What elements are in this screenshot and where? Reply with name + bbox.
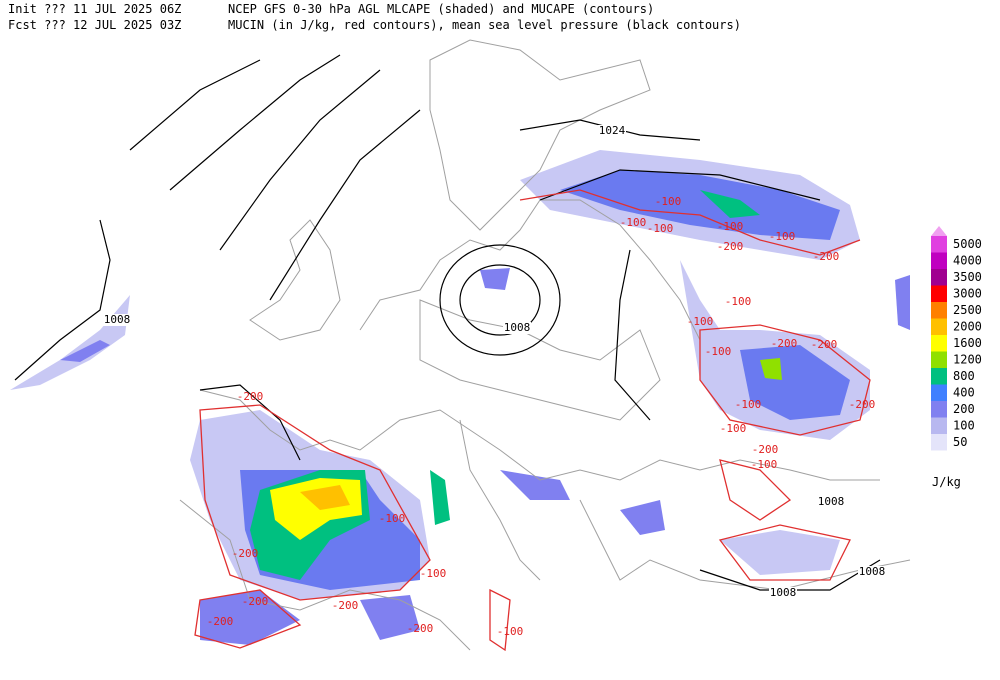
legend-swatch [931, 335, 947, 352]
cin-label: -200 [232, 547, 259, 560]
cin-label: -100 [655, 195, 682, 208]
legend-label: 4000 [953, 254, 982, 268]
coastlines [179, 39, 911, 651]
legend-label: 1600 [953, 336, 982, 350]
cin-label: -200 [407, 622, 434, 635]
legend-label: 400 [953, 386, 975, 400]
legend-swatch [931, 384, 947, 401]
label-bg [598, 125, 626, 137]
cin-label: -100 [735, 398, 762, 411]
legend-swatch [931, 351, 947, 368]
legend: J/kg 5000 4000 3500 3000 2500 2000 1600 1200 800… [931, 226, 982, 489]
isobar-label: 1008 [770, 586, 797, 599]
isobar-label: 1024 [599, 124, 626, 137]
legend-swatch [931, 236, 947, 253]
legend-label: 3500 [953, 270, 982, 284]
cin-label: -200 [207, 615, 234, 628]
cin-label: -200 [849, 398, 876, 411]
legend-label: 5000 [953, 237, 982, 251]
legend-swatch [931, 318, 947, 335]
title-line-2: MUCIN (in J/kg, red contours), mean sea … [228, 18, 741, 32]
cin-contours [194, 189, 871, 652]
init-text: Init ??? 11 JUL 2025 06Z [8, 2, 181, 16]
cin-label: -100 [751, 458, 778, 471]
legend-swatch [931, 285, 947, 302]
cin-label: -200 [717, 240, 744, 253]
legend-label: 3000 [953, 287, 982, 301]
label-bg [858, 566, 886, 578]
label-bg [103, 314, 131, 326]
legend-swatch [931, 401, 947, 418]
cin-label: -100 [420, 567, 447, 580]
legend-swatch [931, 252, 947, 269]
cin-label: -100 [717, 220, 744, 233]
legend-arrow [931, 226, 947, 236]
legend-label: 800 [953, 369, 975, 383]
cin-label: -200 [332, 599, 359, 612]
label-bg [817, 496, 845, 508]
legend-label: 200 [953, 402, 975, 416]
isobar-label: 1008 [818, 495, 845, 508]
cin-label: -200 [771, 337, 798, 350]
legend-unit: J/kg [932, 475, 961, 489]
isobar-label: 1008 [859, 565, 886, 578]
cin-label: -100 [705, 345, 732, 358]
legend-swatch [931, 269, 947, 286]
cin-label: -100 [647, 222, 674, 235]
legend-swatch [931, 434, 947, 451]
shading [10, 150, 910, 645]
legend-swatch [931, 417, 947, 434]
legend-label: 1200 [953, 353, 982, 367]
label-bg [503, 322, 531, 334]
cin-label: -100 [725, 295, 752, 308]
cin-label: -100 [720, 422, 747, 435]
legend-label: 2000 [953, 320, 982, 334]
cin-label: -200 [752, 443, 779, 456]
legend-label: 50 [953, 435, 967, 449]
fcst-text: Fcst ??? 12 JUL 2025 03Z [8, 18, 181, 32]
cin-label: -200 [813, 250, 840, 263]
cin-label: -100 [497, 625, 524, 638]
isobar-label: 1008 [104, 313, 131, 326]
title-line-1: NCEP GFS 0-30 hPa AGL MLCAPE (shaded) an… [228, 2, 654, 16]
cin-label: -100 [769, 230, 796, 243]
cin-label: -200 [811, 338, 838, 351]
legend-label: 100 [953, 419, 975, 433]
label-bg [769, 587, 797, 599]
cin-label: -200 [242, 595, 269, 608]
legend-swatch [931, 302, 947, 319]
legend-label: 2500 [953, 303, 982, 317]
isobar-label: 1008 [504, 321, 531, 334]
cin-label: -200 [237, 390, 264, 403]
cin-label: -100 [687, 315, 714, 328]
cin-label: -100 [620, 216, 647, 229]
legend-swatch [931, 368, 947, 385]
cin-label: -100 [379, 512, 406, 525]
